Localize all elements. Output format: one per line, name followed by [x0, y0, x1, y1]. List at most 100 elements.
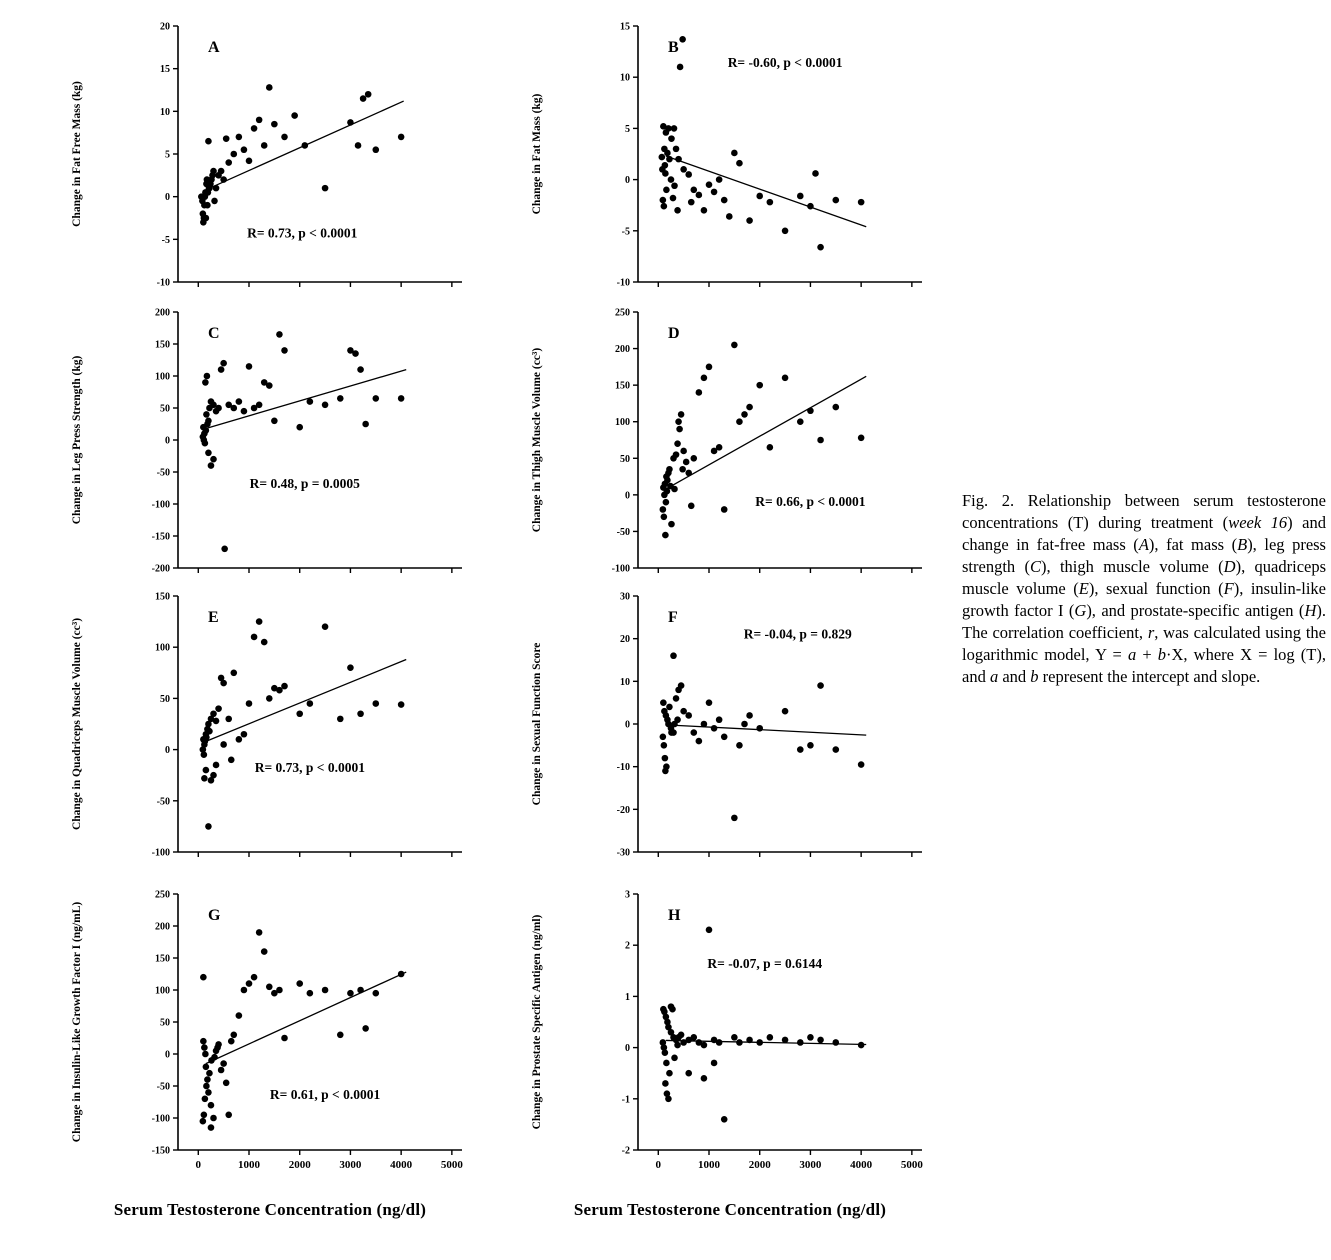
data-point — [205, 137, 212, 145]
panel-letter: H — [668, 907, 681, 924]
data-point — [662, 531, 669, 539]
data-point — [220, 679, 227, 687]
caption-segment: r — [1147, 622, 1155, 642]
data-point — [781, 707, 789, 715]
y-axis-label: Change in Prostate Specific Antigen (ng/… — [531, 914, 543, 1129]
data-point — [321, 986, 329, 994]
scatter-plot-H: 3 2 1 0 -1 -2 0 1000 2000 3000 4000 5000 H R= -0.07, … — [531, 890, 924, 1172]
data-point — [756, 192, 764, 200]
data-point — [670, 729, 677, 736]
y-tick-label: 0 — [165, 192, 170, 203]
x-tick-label: 2000 — [749, 1159, 772, 1171]
y-tick-label: -5 — [622, 226, 630, 237]
data-point — [321, 401, 329, 409]
caption-segment: a — [989, 666, 999, 686]
data-point — [364, 90, 372, 98]
data-point — [207, 1124, 215, 1131]
data-point — [662, 498, 670, 506]
y-tick-label: 50 — [160, 404, 170, 415]
x-tick-label: 0 — [656, 1159, 662, 1171]
data-point — [296, 710, 304, 718]
y-tick-label: 0 — [165, 436, 170, 447]
data-point — [281, 1034, 288, 1042]
data-point — [210, 1114, 217, 1122]
x-tick-label: 1000 — [698, 1159, 721, 1171]
data-point — [245, 700, 253, 707]
x-tick-label: 5000 — [901, 1159, 924, 1171]
data-point — [347, 664, 354, 671]
panel-letter: F — [668, 609, 678, 626]
data-point — [225, 159, 233, 166]
data-point — [210, 455, 217, 463]
data-point — [202, 1063, 210, 1071]
regression-line — [665, 155, 867, 228]
data-point — [663, 1059, 670, 1067]
data-point — [201, 439, 209, 447]
data-point — [682, 458, 690, 466]
caption-segment: represent the intercept and slope. — [1038, 666, 1261, 686]
data-point — [357, 986, 364, 994]
data-point — [796, 192, 804, 200]
panel-letter: E — [208, 609, 219, 626]
data-point — [235, 133, 243, 141]
data-point — [336, 1031, 344, 1039]
caption-segment: b — [1030, 666, 1039, 686]
x-tick-label: 0 — [196, 1159, 202, 1171]
data-point — [659, 506, 667, 513]
data-point — [736, 1039, 743, 1046]
data-point — [250, 973, 258, 981]
y-axis-label: Change in Thigh Muscle Volume (cc³) — [531, 348, 543, 533]
x-axis-title-left: Serum Testosterone Concentration (ng/dl) — [113, 1200, 427, 1219]
scatter-plot-B: 15 10 5 0 -5 -10 B R= -0.60, p < 0.0001 Change i… — [531, 22, 922, 289]
data-point — [781, 1036, 789, 1044]
caption-segment: ), leg press strength ( — [962, 534, 1326, 576]
data-point — [796, 418, 804, 426]
data-point — [687, 198, 695, 206]
data-point — [203, 1082, 210, 1090]
data-point — [796, 1039, 804, 1046]
data-point — [857, 761, 865, 768]
data-point — [205, 1089, 212, 1096]
y-tick-label: 100 — [615, 417, 630, 428]
y-tick-label: -50 — [617, 527, 630, 538]
y-tick-label: -50 — [157, 1082, 170, 1093]
caption-segment: ), and prostate-specific antigen ( — [1086, 600, 1305, 620]
data-point — [665, 1095, 672, 1103]
data-point — [662, 1080, 669, 1087]
data-point — [720, 1115, 728, 1123]
data-point — [207, 1101, 215, 1109]
data-point — [357, 366, 364, 373]
data-point — [230, 669, 238, 677]
caption-segment: + — [1136, 644, 1158, 664]
data-point — [660, 742, 668, 749]
data-point — [211, 197, 218, 205]
data-point — [832, 403, 840, 411]
data-point — [766, 198, 774, 206]
data-point — [265, 983, 273, 991]
correlation-annotation: R= 0.48, p = 0.0005 — [250, 476, 361, 491]
data-point — [201, 1095, 209, 1103]
y-tick-label: -50 — [157, 796, 170, 807]
y-tick-label: 0 — [625, 720, 630, 731]
y-tick-label: 150 — [615, 381, 630, 392]
caption-segment: ), insulin-like growth factor I ( — [962, 578, 1326, 620]
y-tick-label: 100 — [155, 643, 170, 654]
data-point — [204, 201, 211, 209]
data-point — [700, 207, 708, 214]
x-tick-label: 1000 — [238, 1159, 261, 1171]
data-point — [203, 734, 210, 741]
data-point — [669, 194, 677, 202]
data-point — [372, 700, 380, 707]
data-point — [240, 986, 248, 994]
y-tick-label: 20 — [620, 634, 630, 645]
data-point — [660, 202, 668, 210]
data-point — [212, 184, 220, 192]
data-point — [659, 1039, 667, 1046]
data-point — [664, 476, 671, 484]
data-point — [352, 350, 359, 357]
y-tick-label: 100 — [155, 372, 170, 383]
data-point — [202, 427, 210, 434]
panel-E: 150 100 50 0 -50 -100 E R= 0.73, p < 0.0001 Chan… — [60, 580, 490, 886]
y-tick-label: 150 — [155, 954, 170, 965]
caption-segment: F — [1223, 578, 1234, 598]
